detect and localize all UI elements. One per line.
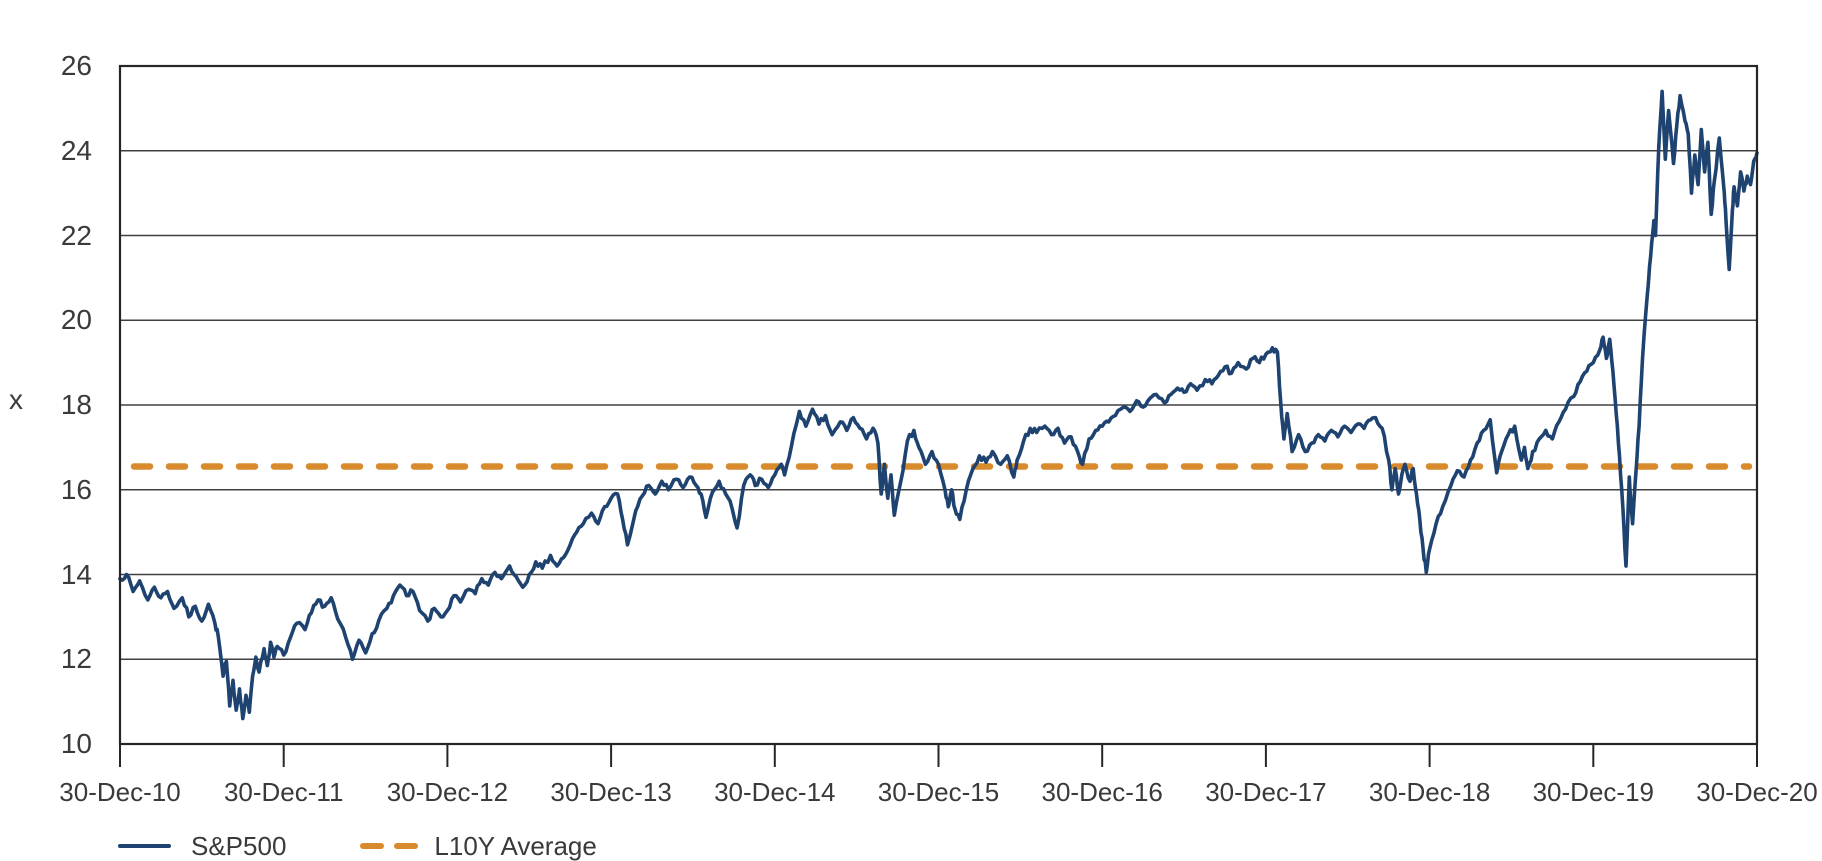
x-tick-label: 30-Dec-14 xyxy=(714,777,836,807)
y-tick-label: 14 xyxy=(60,558,92,590)
legend-label-l10y-average: L10Y Average xyxy=(434,830,597,861)
legend: S&P500 L10Y Average xyxy=(118,831,597,861)
x-tick-label: 30-Dec-13 xyxy=(550,777,672,807)
y-tick-label: 10 xyxy=(60,728,92,759)
sp500-line-swatch xyxy=(118,844,171,848)
y-tick-label: 16 xyxy=(60,473,92,505)
y-tick-label: 24 xyxy=(60,134,92,166)
y-axis-title: x xyxy=(9,384,23,415)
x-tick-label: 30-Dec-16 xyxy=(1041,777,1163,807)
plot-border xyxy=(118,64,1759,746)
legend-label-sp500: S&P500 xyxy=(191,830,287,861)
y-tick-label: 18 xyxy=(60,389,92,420)
x-tick-label: 30-Dec-12 xyxy=(386,777,509,807)
legend-item-l10y-average: L10Y Average xyxy=(360,830,597,861)
y-tick-label: 12 xyxy=(60,643,92,675)
y-tick-label: 20 xyxy=(60,304,92,336)
x-tick-label: 30-Dec-15 xyxy=(877,777,1000,807)
x-tick-label: 30-Dec-20 xyxy=(1696,777,1818,807)
x-tick-label: 30-Dec-17 xyxy=(1205,777,1327,807)
y-tick-label: 22 xyxy=(60,219,92,251)
x-tick-label: 30-Dec-19 xyxy=(1532,777,1654,807)
y-tick-label: 26 xyxy=(60,50,92,81)
sp500-series-line xyxy=(118,89,1759,721)
x-tick-label: 30-Dec-18 xyxy=(1368,777,1491,807)
l10y-average-dash-swatch xyxy=(360,843,419,849)
x-tick-label: 30-Dec-11 xyxy=(223,777,344,807)
legend-item-sp500: S&P500 xyxy=(118,831,286,861)
x-tick-label: 30-Dec-10 xyxy=(59,777,181,807)
